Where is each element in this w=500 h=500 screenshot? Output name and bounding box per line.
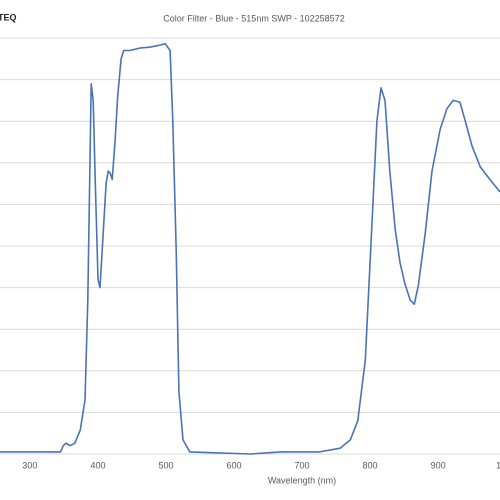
x-tick-label: 500: [158, 460, 173, 470]
x-tick-label: 300: [22, 460, 37, 470]
chart-title: Color Filter - Blue - 515nm SWP - 102258…: [163, 13, 344, 23]
x-tick-label: 800: [363, 460, 378, 470]
x-tick-label: 600: [226, 460, 241, 470]
x-tick-label: 900: [431, 460, 446, 470]
x-tick-label: 400: [90, 460, 105, 470]
x-axis-label: Wavelength (nm): [268, 475, 336, 485]
x-tick-label: 700: [295, 460, 310, 470]
series-line: [0, 43, 500, 455]
logo: TEQ: [0, 12, 17, 22]
x-tick-label: 1000: [496, 460, 500, 470]
